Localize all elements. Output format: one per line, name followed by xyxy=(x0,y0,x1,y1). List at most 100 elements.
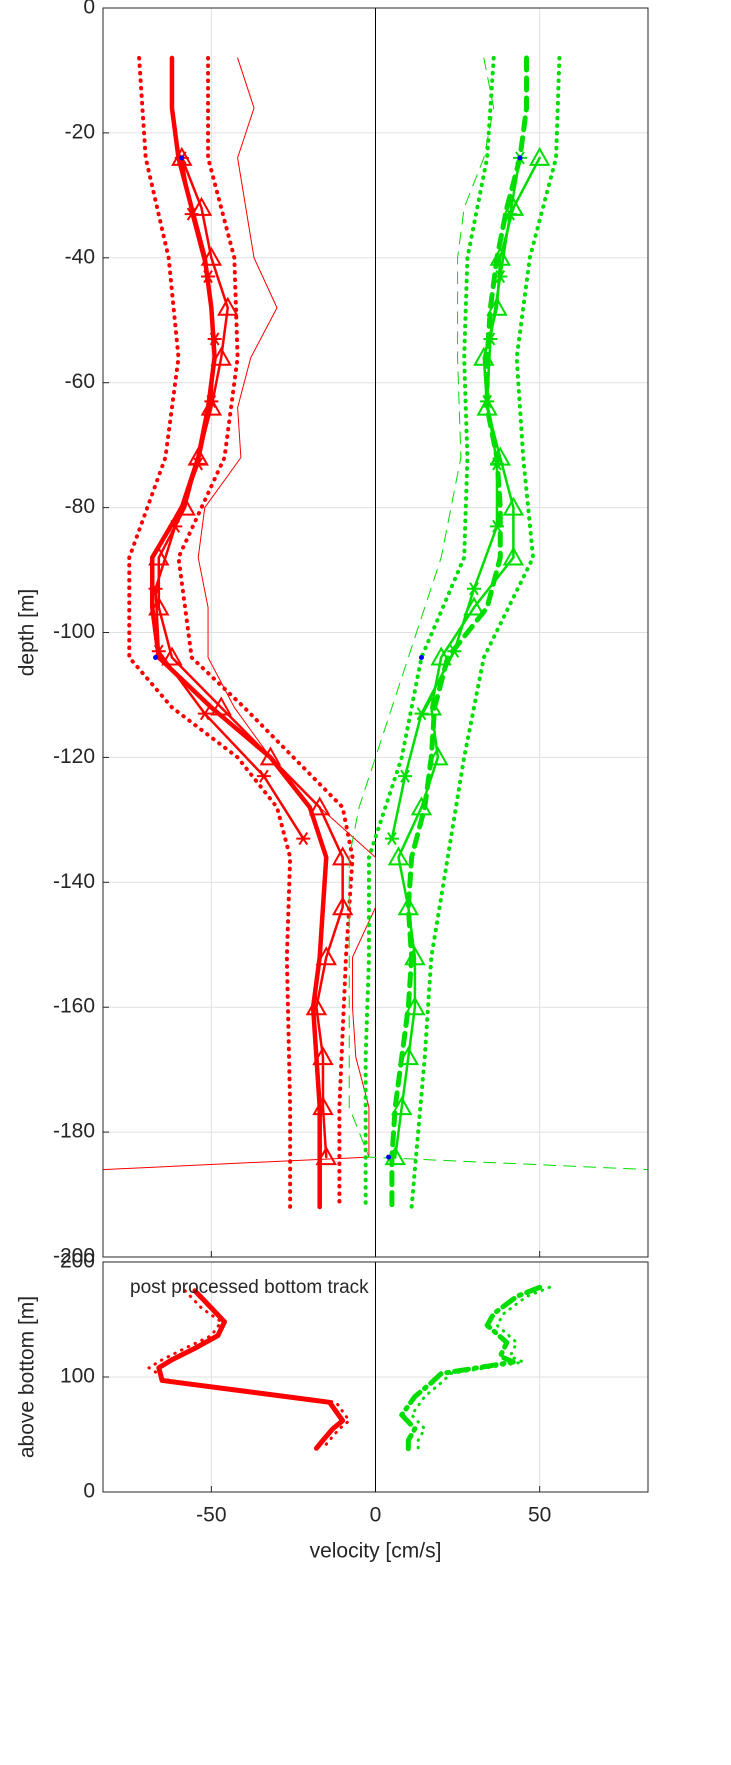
triangle-marker xyxy=(331,846,354,866)
x-axis-label: velocity [cm/s] xyxy=(310,1540,442,1563)
star-marker xyxy=(168,519,183,533)
triangle-marker xyxy=(190,196,213,216)
star-marker xyxy=(201,269,216,284)
triangle-marker xyxy=(312,1096,334,1116)
triangle-marker xyxy=(259,746,282,766)
series-line xyxy=(127,55,293,1210)
star-marker xyxy=(148,582,163,596)
triangle-marker xyxy=(200,246,223,266)
star-marker xyxy=(296,832,311,846)
star-marker xyxy=(191,457,206,471)
star-marker xyxy=(489,457,504,471)
star-marker xyxy=(480,394,495,408)
triangle-marker xyxy=(420,696,443,716)
triangle-marker xyxy=(502,496,525,516)
y-tick-label: -160 xyxy=(53,995,95,1018)
star-marker xyxy=(207,332,222,346)
triangle-marker xyxy=(315,946,337,966)
annotation: post processed bottom track xyxy=(130,1277,369,1298)
star-marker xyxy=(184,207,199,221)
triangle-marker xyxy=(404,996,426,1016)
y-tick-label: 100 xyxy=(60,1365,95,1388)
star-marker xyxy=(197,707,212,721)
dot-marker xyxy=(179,155,185,161)
triangle-marker xyxy=(217,296,239,316)
series-line xyxy=(154,156,305,840)
y-tick-label: 200 xyxy=(60,1250,95,1273)
dot-marker xyxy=(386,1154,392,1160)
star-marker xyxy=(398,769,413,783)
star-marker xyxy=(414,707,429,721)
star-marker xyxy=(466,582,481,596)
triangle-marker xyxy=(430,646,452,666)
dot-marker xyxy=(153,654,159,660)
triangle-marker xyxy=(161,646,183,666)
y-tick-label: -60 xyxy=(65,370,95,393)
triangle-marker xyxy=(397,1046,420,1066)
triangle-marker xyxy=(312,1046,334,1066)
series-line xyxy=(410,1285,552,1454)
triangle-marker xyxy=(387,846,410,866)
triangle-marker xyxy=(489,246,511,266)
star-marker xyxy=(503,207,518,221)
triangle-marker xyxy=(391,1096,413,1116)
series-line xyxy=(390,156,522,840)
y-axis-label: depth [m] xyxy=(16,589,39,677)
star-marker xyxy=(384,832,399,846)
triangle-marker xyxy=(210,346,232,366)
triangle-marker xyxy=(148,596,170,616)
triangle-marker xyxy=(502,546,525,566)
triangle-marker xyxy=(210,696,232,716)
axes-frame xyxy=(102,7,649,1258)
series-line xyxy=(156,1288,346,1451)
series-line xyxy=(409,55,562,1210)
triangle-marker xyxy=(427,746,449,766)
plot-area xyxy=(103,55,648,1210)
plot-area xyxy=(147,1284,552,1455)
x-tick-label: -50 xyxy=(196,1504,226,1527)
star-marker xyxy=(256,769,271,783)
y-tick-label: -20 xyxy=(65,120,95,143)
y-tick-label: -140 xyxy=(53,870,95,893)
triangle-marker xyxy=(148,546,170,566)
series-line xyxy=(103,57,376,1171)
y-tick-label: -120 xyxy=(53,745,95,768)
series-line xyxy=(399,1284,543,1455)
series-line xyxy=(157,156,344,1159)
y-axis-label: above bottom [m] xyxy=(16,1296,39,1458)
star-marker xyxy=(204,394,219,408)
star-marker xyxy=(493,269,508,284)
y-tick-label: 0 xyxy=(83,0,95,19)
y-tick-label: 0 xyxy=(83,1480,95,1503)
triangle-marker xyxy=(305,996,328,1016)
series-line xyxy=(147,1289,351,1450)
x-tick-label: 50 xyxy=(528,1504,551,1527)
y-tick-label: -200 xyxy=(53,1245,95,1268)
series-line xyxy=(176,55,355,1210)
series-line xyxy=(363,55,496,1210)
triangle-marker xyxy=(308,796,331,816)
triangle-marker xyxy=(410,796,433,816)
dot-marker xyxy=(517,155,523,161)
y-tick-label: -100 xyxy=(53,620,95,643)
triangle-marker xyxy=(397,896,420,916)
triangle-marker xyxy=(404,946,426,966)
star-marker xyxy=(447,644,462,658)
triangle-marker xyxy=(528,146,551,166)
y-tick-label: -40 xyxy=(65,245,95,268)
y-tick-label: -80 xyxy=(65,495,95,518)
star-marker xyxy=(483,332,498,346)
star-marker xyxy=(489,519,504,533)
series-line xyxy=(389,55,530,1210)
dot-marker xyxy=(418,654,424,660)
triangle-marker xyxy=(174,496,196,516)
triangle-marker xyxy=(331,896,354,916)
series-line xyxy=(348,57,648,1171)
series-line xyxy=(149,55,329,1210)
triangle-marker xyxy=(486,296,508,316)
y-tick-label: -180 xyxy=(53,1120,95,1143)
axes-frame xyxy=(102,1261,649,1493)
x-tick-label: 0 xyxy=(370,1504,382,1527)
triangle-marker xyxy=(315,1146,337,1166)
